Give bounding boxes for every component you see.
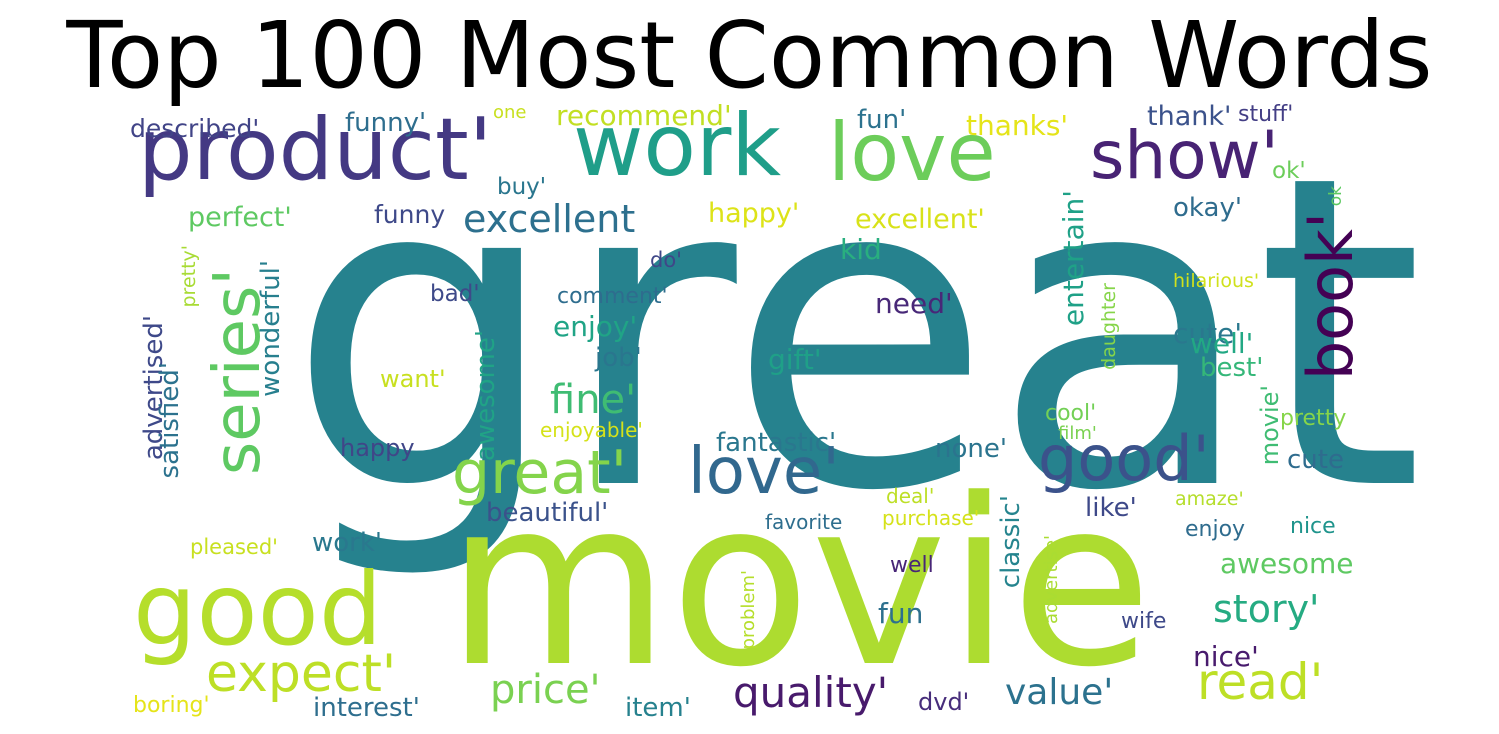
figure-title: Top 100 Most Common Words <box>66 2 1433 109</box>
word-65: happy <box>340 434 415 462</box>
word-85: interest' <box>313 693 420 723</box>
word-4: work <box>573 96 782 196</box>
word-27: stuff' <box>1238 102 1294 127</box>
word-58: cool' <box>1045 401 1097 426</box>
word-78: well <box>890 553 934 578</box>
word-84: boring' <box>133 693 210 718</box>
word-53: best' <box>1200 353 1264 383</box>
word-71: awesome <box>1220 547 1354 580</box>
word-44: cute' <box>1173 317 1243 350</box>
word-59: pretty <box>1280 406 1347 431</box>
word-63: none' <box>935 434 1008 464</box>
word-61: enjoyable' <box>540 418 643 442</box>
word-13: expect' <box>206 644 397 704</box>
word-76: pleased' <box>190 535 278 559</box>
word-26: thank' <box>1147 101 1232 132</box>
word-40: hilarious' <box>1173 270 1260 292</box>
word-33: funny <box>374 200 446 229</box>
word-18: price' <box>490 667 601 713</box>
word-38: entertain' <box>1057 190 1090 327</box>
word-12: good' <box>1038 422 1210 495</box>
word-67: deal' <box>886 484 935 508</box>
word-68: amaze' <box>1175 488 1244 510</box>
word-36: okay' <box>1173 193 1242 223</box>
word-51: job' <box>595 343 642 373</box>
word-28: one <box>493 102 527 123</box>
word-79: advertise' <box>1041 535 1062 625</box>
word-48: wonderful' <box>256 260 286 397</box>
word-62: fantastic' <box>716 428 837 458</box>
word-21: described' <box>130 114 260 143</box>
word-77: work' <box>312 528 383 558</box>
word-34: happy' <box>708 198 800 229</box>
word-31: ok <box>1326 186 1346 207</box>
word-83: nice' <box>1193 640 1259 673</box>
word-19: excellent <box>463 197 636 241</box>
word-46: well' <box>1190 327 1254 360</box>
word-72: favorite <box>765 510 843 534</box>
word-74: nice <box>1290 514 1336 539</box>
word-3: product' <box>138 100 493 200</box>
word-52: gift' <box>768 343 822 376</box>
word-66: beautiful' <box>486 498 609 528</box>
word-11: great' <box>452 438 628 508</box>
word-43: need' <box>875 287 953 320</box>
word-29: buy' <box>497 174 547 200</box>
word-37: kid <box>840 233 882 266</box>
word-70: classic' <box>996 495 1026 589</box>
word-81: fun <box>878 597 924 630</box>
word-47: pretty' <box>178 245 200 308</box>
word-5: love <box>828 106 996 199</box>
word-82: wife <box>1121 609 1167 634</box>
word-16: quality' <box>733 668 889 717</box>
word-10: love' <box>688 435 840 509</box>
word-cloud: great movie product' work love show' book' seri… <box>0 100 1499 734</box>
word-80: problem' <box>738 570 759 650</box>
word-7: book' <box>1294 212 1367 381</box>
word-55: awesome' <box>471 330 501 462</box>
word-60: film' <box>1058 423 1097 444</box>
word-64: cute <box>1287 445 1344 475</box>
word-45: enjoy' <box>553 310 638 343</box>
word-56: movie' <box>1256 385 1284 466</box>
word-54: want' <box>380 365 446 393</box>
word-39: do' <box>650 248 682 272</box>
word-86: item' <box>625 693 691 723</box>
word-17: value' <box>1005 672 1114 713</box>
word-87: dvd' <box>918 688 970 716</box>
word-23: recommend' <box>556 99 732 132</box>
word-2: movie <box>446 451 1153 718</box>
word-32: perfect' <box>188 202 292 233</box>
word-30: ok' <box>1272 158 1306 184</box>
word-14: read' <box>1197 653 1324 711</box>
word-24: fun' <box>857 105 907 135</box>
word-35: excellent' <box>855 204 985 235</box>
word-20: fine' <box>550 377 637 423</box>
word-75: enjoy <box>1185 517 1246 542</box>
word-41: bad' <box>430 281 480 307</box>
word-73: purchase' <box>882 506 980 530</box>
word-50: satisfied' <box>155 362 185 479</box>
word-57: daughter <box>1098 283 1120 370</box>
word-69: like' <box>1085 493 1137 523</box>
word-42: comment' <box>557 284 668 309</box>
word-6: show' <box>1090 117 1279 194</box>
word-9: good <box>133 551 383 668</box>
word-15: story' <box>1213 587 1320 631</box>
word-1: great <box>287 85 1424 585</box>
word-22: funny' <box>345 108 427 138</box>
word-25: thanks' <box>966 109 1069 142</box>
